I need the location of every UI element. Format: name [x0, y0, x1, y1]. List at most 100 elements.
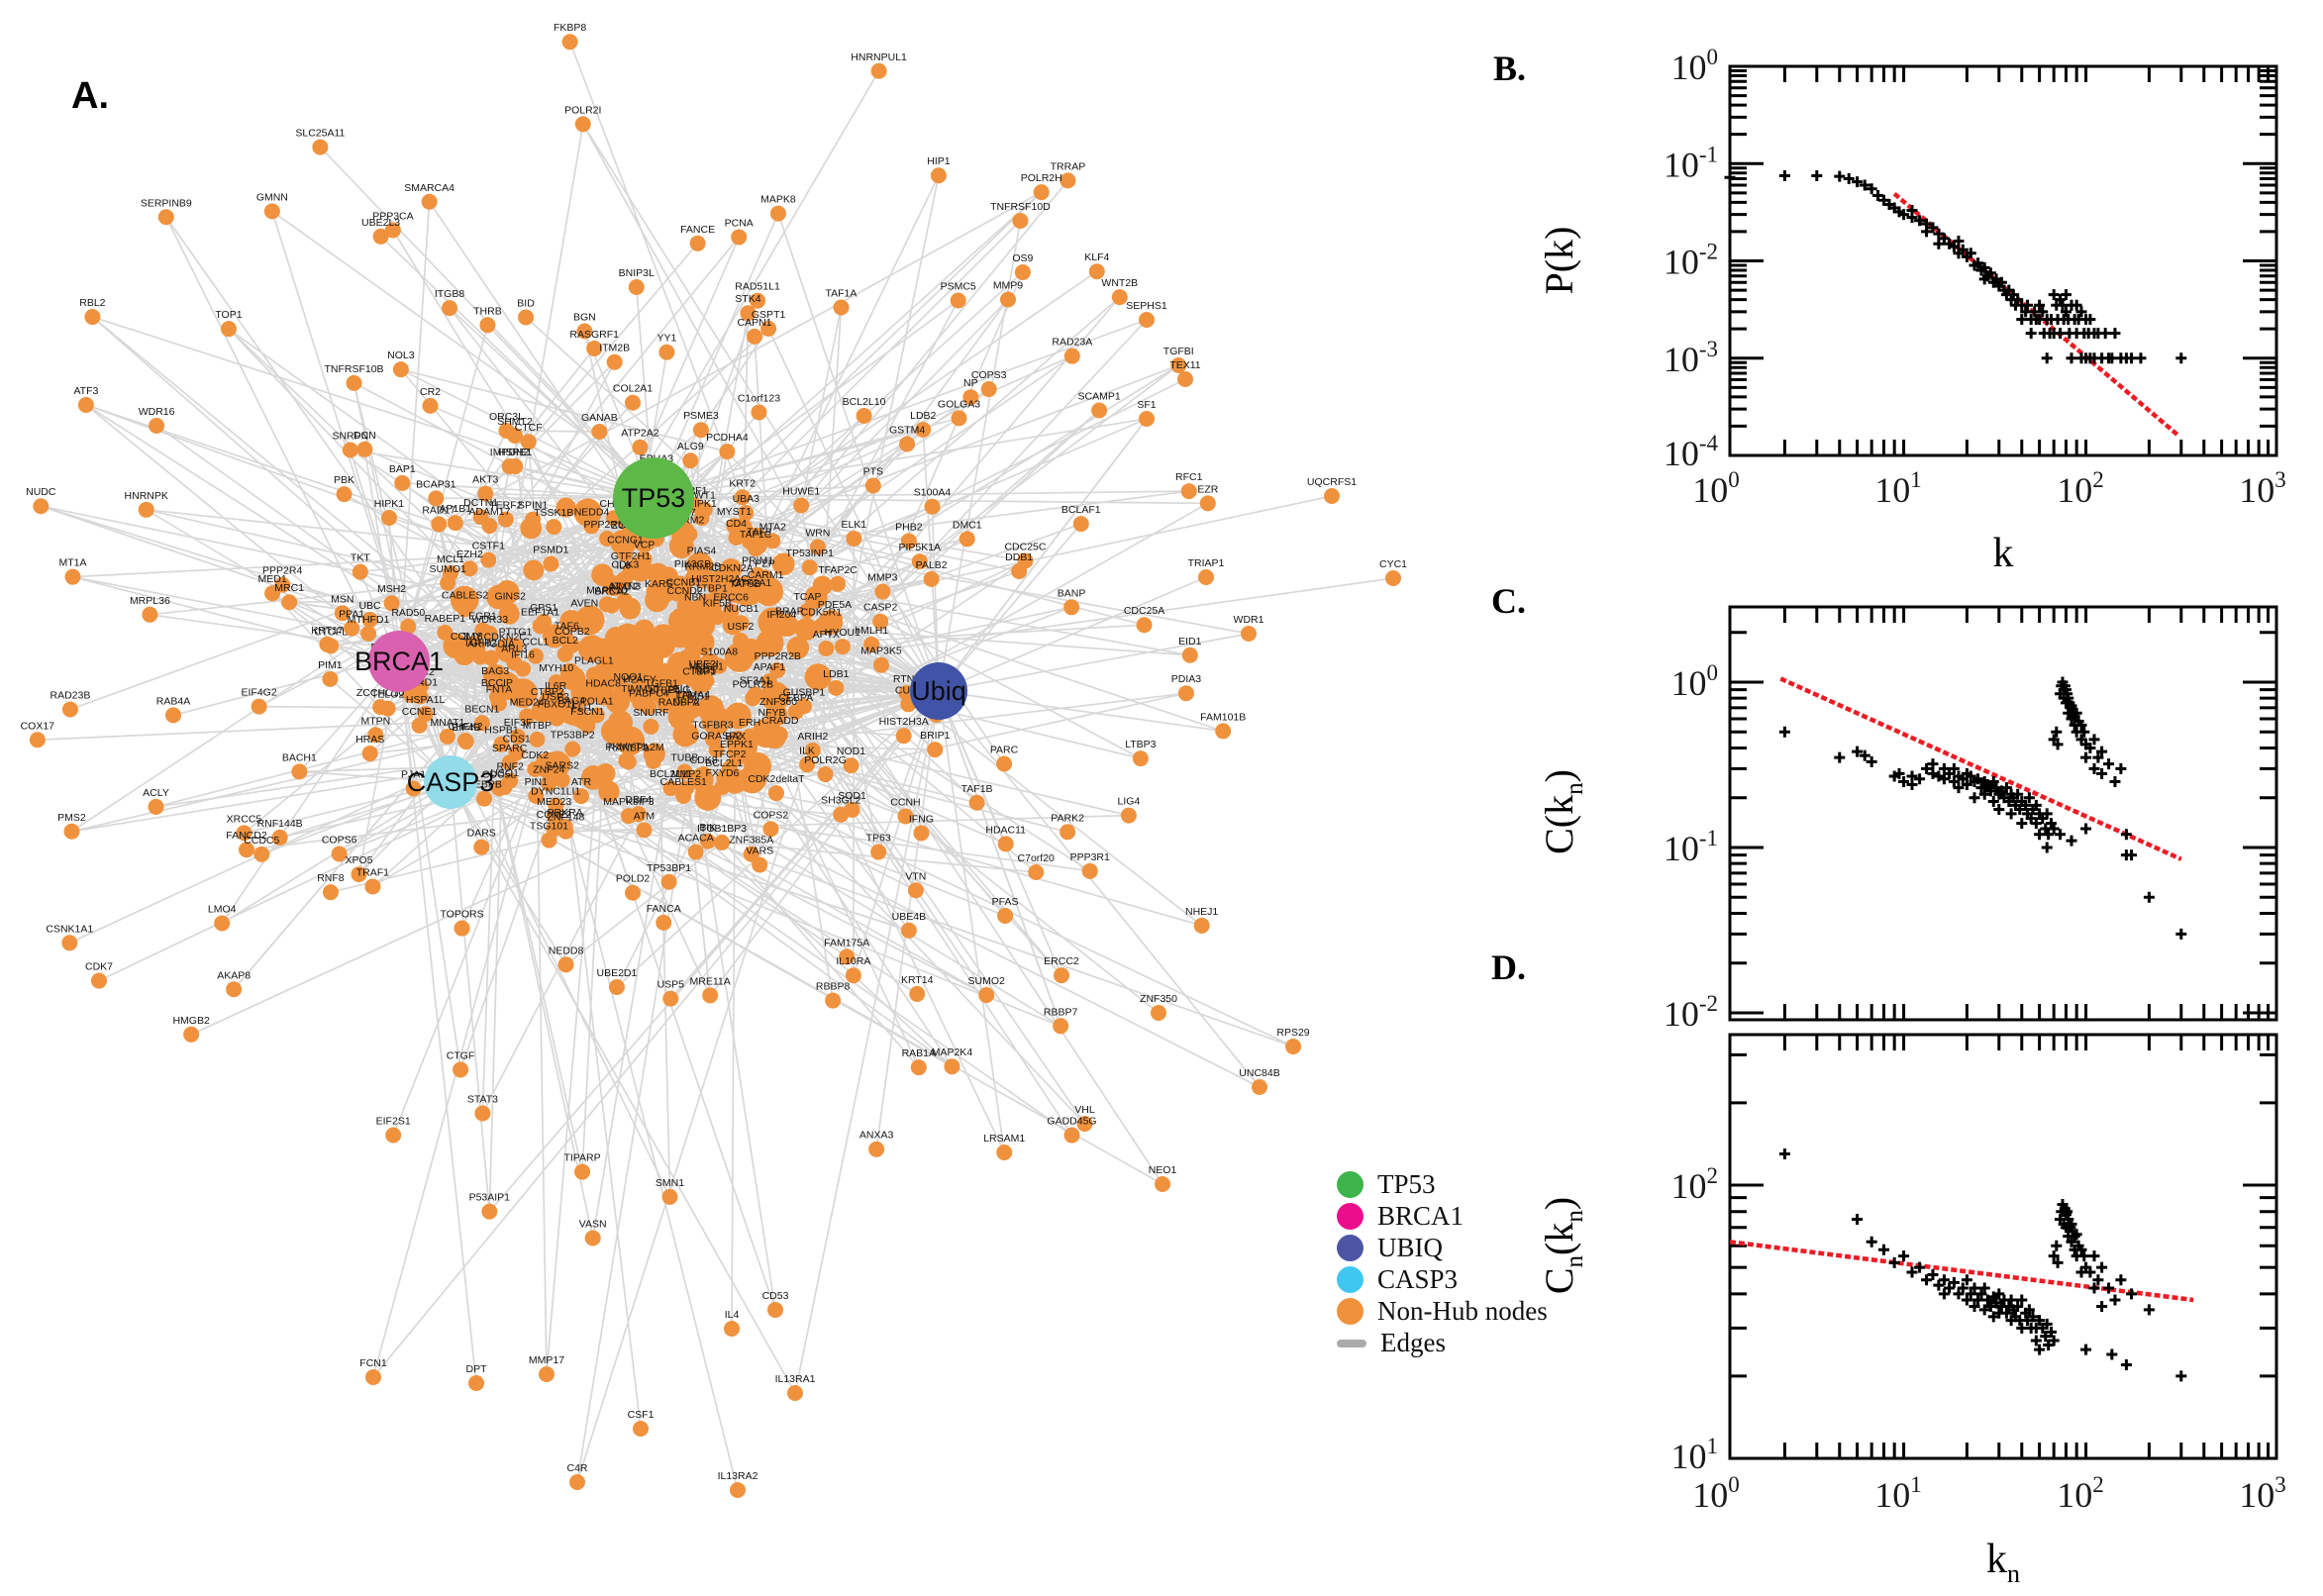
svg-text:HNRNPUL1: HNRNPUL1 [851, 51, 907, 63]
svg-text:NHEJ1: NHEJ1 [1185, 906, 1218, 918]
legend-item-non-hub-nodes: Non-Hub nodes [1337, 1296, 1548, 1326]
hub-ubiq [910, 662, 967, 720]
svg-text:POLA1: POLA1 [580, 695, 614, 707]
svg-text:CDC5L: CDC5L [482, 768, 517, 780]
svg-text:ITGB8: ITGB8 [435, 288, 465, 300]
svg-text:MAPK8: MAPK8 [760, 194, 796, 206]
svg-text:EIF2S1: EIF2S1 [376, 1116, 411, 1128]
hub-casp3 [424, 755, 477, 809]
svg-text:TAF9: TAF9 [747, 527, 771, 539]
svg-text:103: 103 [2239, 1472, 2286, 1515]
svg-text:RNF144B: RNF144B [257, 818, 303, 830]
svg-text:RBBP7: RBBP7 [1044, 1006, 1078, 1018]
svg-text:NOD1: NOD1 [837, 746, 865, 757]
svg-text:ZNF360: ZNF360 [759, 696, 797, 708]
svg-text:WDR33: WDR33 [471, 614, 508, 626]
svg-text:TFCP2: TFCP2 [713, 748, 746, 760]
svg-text:CCNE1: CCNE1 [402, 706, 438, 718]
svg-text:CTBP2: CTBP2 [531, 686, 564, 698]
svg-text:TP53BP1: TP53BP1 [647, 862, 691, 874]
svg-text:CCL18: CCL18 [451, 631, 483, 643]
svg-text:TOP1: TOP1 [215, 309, 242, 321]
svg-text:THBS1: THBS1 [676, 691, 710, 703]
svg-text:POLR2G: POLR2G [804, 754, 847, 766]
ppi-network-graph: MLH1CHEK2SEPHS1TEX11SF1UQCRFS1CYC1WDR1TR… [21, 22, 1407, 1498]
hub-label-tp53: TP53 [622, 483, 686, 513]
svg-text:FSCN1: FSCN1 [570, 706, 605, 718]
svg-text:MCL1: MCL1 [437, 553, 464, 565]
svg-text:EIF3F: EIF3F [504, 717, 533, 729]
svg-text:TAF9B: TAF9B [730, 578, 761, 590]
svg-text:PPP3CA: PPP3CA [372, 210, 413, 222]
svg-text:TEX11: TEX11 [1169, 359, 1200, 371]
svg-text:ANXA3: ANXA3 [859, 1130, 894, 1142]
svg-text:RBL2: RBL2 [79, 297, 105, 309]
svg-text:SMARCA4: SMARCA4 [404, 182, 454, 194]
svg-text:RASGRF1: RASGRF1 [569, 329, 619, 341]
svg-text:COPB2: COPB2 [555, 626, 590, 638]
svg-text:THRB: THRB [473, 305, 502, 317]
svg-text:CTCFL: CTCFL [314, 626, 348, 638]
svg-text:RBBP8: RBBP8 [816, 981, 851, 993]
svg-text:BAG3: BAG3 [481, 665, 509, 677]
svg-text:EZH2: EZH2 [456, 549, 483, 560]
scatter-points [1778, 1148, 2187, 1382]
svg-text:DBF4: DBF4 [625, 794, 652, 806]
svg-text:FKBP8: FKBP8 [554, 22, 586, 34]
svg-text:UBA3: UBA3 [733, 493, 760, 505]
svg-text:10-2: 10-2 [1664, 240, 1718, 282]
legend-item-label: BRCA1 [1377, 1201, 1464, 1231]
svg-text:PARK2: PARK2 [1051, 812, 1084, 824]
svg-text:PHB2: PHB2 [895, 521, 923, 533]
svg-text:CD4: CD4 [726, 518, 747, 530]
svg-text:hMLH1: hMLH1 [855, 625, 888, 637]
svg-text:MRC1: MRC1 [274, 582, 304, 594]
svg-text:ILK: ILK [799, 745, 815, 756]
svg-text:PKMYT1: PKMYT1 [605, 741, 647, 752]
svg-text:KIF5B: KIF5B [703, 597, 732, 609]
svg-text:DPT: DPT [466, 1363, 488, 1375]
plot-panel-c: 100 10-1 10-2 C(kn​) [1537, 605, 2278, 1034]
svg-text:102: 102 [2057, 467, 2104, 510]
svg-text:RAD50: RAD50 [391, 607, 425, 619]
svg-text:C1orf123: C1orf123 [738, 392, 780, 404]
svg-text:MYH10: MYH10 [539, 662, 573, 674]
svg-text:k: k [1993, 531, 2014, 576]
svg-text:LRSAM1: LRSAM1 [983, 1133, 1025, 1145]
svg-text:103: 103 [2239, 467, 2286, 510]
svg-text:RAB4A: RAB4A [156, 695, 190, 707]
svg-text:PARC: PARC [990, 745, 1019, 756]
svg-text:IL10RA: IL10RA [836, 955, 870, 967]
svg-text:COL2A1: COL2A1 [613, 383, 653, 395]
svg-text:EEF1A1: EEF1A1 [521, 606, 559, 618]
svg-text:ZNF148: ZNF148 [547, 812, 584, 824]
svg-text:DFFA: DFFA [673, 696, 700, 708]
svg-text:ADAM17: ADAM17 [468, 506, 510, 518]
svg-text:COPS6: COPS6 [322, 835, 357, 847]
svg-text:NFYB: NFYB [758, 707, 786, 719]
svg-text:HIST2H2AC: HIST2H2AC [691, 573, 749, 585]
svg-text:VCP: VCP [634, 539, 656, 550]
svg-text:MSH2: MSH2 [377, 583, 406, 595]
svg-text:GUSBP1: GUSBP1 [783, 686, 826, 698]
svg-text:CAPN1: CAPN1 [738, 317, 772, 329]
svg-text:MTBP: MTBP [523, 720, 552, 732]
svg-text:UBC: UBC [358, 600, 381, 612]
svg-text:BIK: BIK [699, 822, 716, 834]
svg-text:SF3A1: SF3A1 [740, 674, 771, 686]
svg-text:CSNK1A1: CSNK1A1 [46, 923, 93, 935]
svg-text:AKT3: AKT3 [472, 474, 498, 486]
svg-text:PIAS4: PIAS4 [687, 546, 717, 557]
svg-text:ELL: ELL [673, 683, 692, 695]
legend-item-label: Edges [1380, 1328, 1446, 1357]
svg-text:IL4: IL4 [725, 1309, 740, 1321]
svg-text:APTX: APTX [813, 629, 840, 641]
svg-text:CDK2: CDK2 [521, 749, 549, 761]
svg-text:MNAT1: MNAT1 [431, 717, 465, 729]
svg-text:BCL2L11: BCL2L11 [650, 768, 692, 780]
svg-text:CCNE2: CCNE2 [537, 809, 572, 821]
svg-text:UBE2D1: UBE2D1 [597, 967, 638, 979]
svg-text:PIK3CB: PIK3CB [674, 558, 711, 570]
